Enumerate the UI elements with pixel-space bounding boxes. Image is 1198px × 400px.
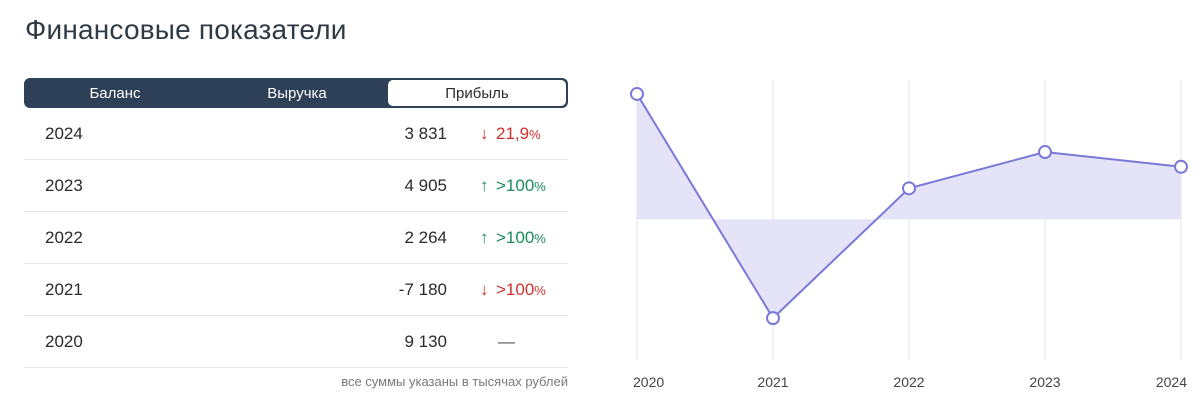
data-point: [766, 311, 780, 326]
table-row: 2021 -7 180 ↓ >100%: [24, 264, 568, 316]
row-year: 2022: [45, 228, 83, 247]
table-row: 2024 3 831 ↓ 21,9%: [24, 108, 568, 160]
change-value: —: [498, 332, 515, 351]
row-change: ↑ >100%: [480, 176, 546, 196]
area-fill: [637, 93, 1181, 319]
row-value: 9 130: [404, 332, 447, 351]
change-unit: %: [534, 283, 546, 298]
row-value: -7 180: [398, 280, 447, 299]
row-year: 2023: [45, 176, 83, 195]
arrow-down-icon: ↓: [480, 280, 489, 299]
financial-table: 2024 3 831 ↓ 21,9% 2023 4 905 ↑ >100% 2022…: [24, 108, 568, 368]
row-change: ↑ >100%: [480, 228, 546, 248]
row-change: ↓ >100%: [480, 280, 546, 300]
row-value: 3 831: [404, 124, 447, 143]
change-value: >100: [496, 280, 535, 299]
arrow-up-icon: ↑: [480, 176, 489, 195]
x-tick-label: 2021: [757, 374, 788, 390]
table-row: 2020 9 130 —: [24, 316, 568, 368]
row-change: —: [480, 332, 515, 352]
change-value: >100: [496, 228, 535, 247]
data-point: [1174, 159, 1188, 174]
arrow-down-icon: ↓: [480, 124, 489, 143]
arrow-up-icon: ↑: [480, 228, 489, 247]
table-row: 2022 2 264 ↑ >100%: [24, 212, 568, 264]
row-change: ↓ 21,9%: [480, 124, 541, 144]
currency-note: все суммы указаны в тысячах рублей: [341, 374, 568, 389]
data-point: [902, 181, 916, 196]
x-tick-label: 2022: [893, 374, 924, 390]
data-point: [630, 86, 644, 101]
change-value: 21,9: [496, 124, 530, 143]
change-unit: %: [534, 231, 546, 246]
row-year: 2024: [45, 124, 83, 143]
page-title: Финансовые показатели: [25, 14, 347, 45]
row-year: 2021: [45, 280, 83, 299]
x-tick-label: 2024: [1156, 374, 1187, 390]
table-row: 2023 4 905 ↑ >100%: [24, 160, 568, 212]
x-tick-label: 2023: [1029, 374, 1060, 390]
row-value: 2 264: [404, 228, 447, 247]
row-value: 4 905: [404, 176, 447, 195]
x-tick-label: 2020: [633, 374, 664, 390]
profit-chart: 2020 2021 2022 2023 2024: [630, 80, 1188, 390]
change-unit: %: [534, 179, 546, 194]
data-point: [1038, 145, 1052, 160]
tab-revenue[interactable]: Выручка: [267, 84, 327, 102]
row-year: 2020: [45, 332, 83, 351]
change-unit: %: [529, 127, 541, 142]
tab-balance[interactable]: Баланс: [89, 84, 141, 102]
tab-profit[interactable]: Прибыль: [388, 80, 566, 106]
metric-tabs: Баланс Выручка Прибыль: [24, 78, 568, 108]
change-value: >100: [496, 176, 535, 195]
